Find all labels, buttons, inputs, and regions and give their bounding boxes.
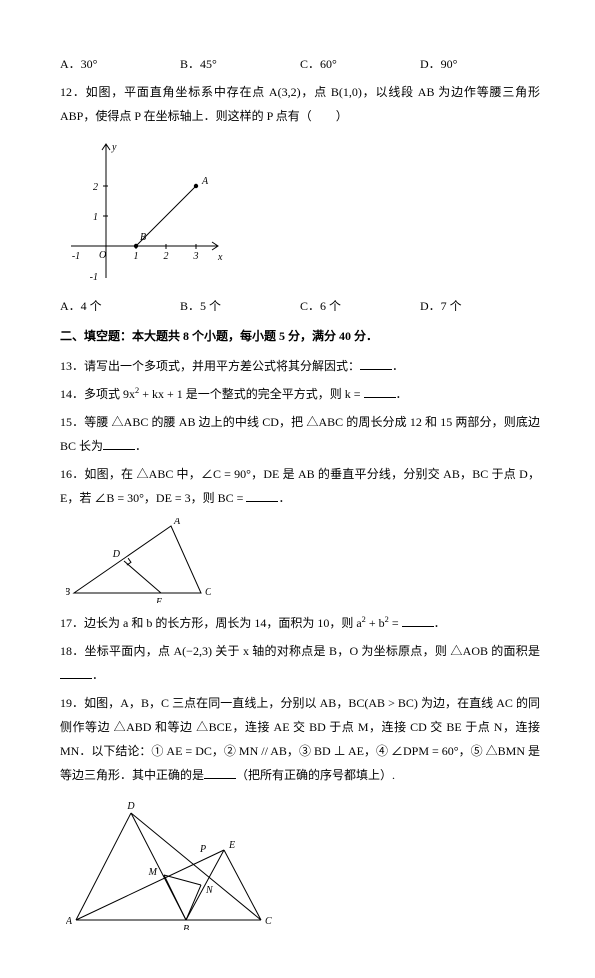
- q18-tail: ．: [92, 668, 104, 682]
- q18-blank: [60, 666, 92, 679]
- q13: 13．请写出一个多项式，并用平方差公式将其分解因式： ．: [60, 354, 540, 378]
- q18: 18．坐标平面内，点 A(−2,3) 关于 x 轴的对称点是 B，O 为坐标原点…: [60, 639, 540, 687]
- svg-text:P: P: [199, 844, 206, 855]
- q19-blank: [204, 766, 236, 779]
- q12-opt-d: D．7 个: [420, 294, 540, 318]
- q12-text: 12．如图，平面直角坐标系中存在点 A(3,2)，点 B(1,0)，以线段 AB…: [60, 80, 540, 128]
- q13-blank: [360, 357, 392, 370]
- q17-blank: [402, 614, 434, 627]
- svg-text:N: N: [205, 885, 214, 896]
- svg-text:B: B: [183, 924, 189, 930]
- q12-opt-b: B．5 个: [180, 294, 300, 318]
- opt-b: B．45°: [180, 52, 300, 76]
- q14-tail: ．: [396, 387, 408, 401]
- svg-text:E: E: [155, 597, 162, 603]
- svg-text:2: 2: [164, 251, 169, 262]
- q11-options: A．30° B．45° C．60° D．90°: [60, 52, 540, 76]
- svg-text:A: A: [201, 176, 209, 187]
- q16-diagram: B C A E D: [66, 518, 540, 603]
- svg-text:M: M: [148, 867, 158, 878]
- svg-text:3: 3: [193, 251, 199, 262]
- q16-blank: [246, 489, 278, 502]
- q19: 19．如图，A，B，C 三点在同一直线上，分别以 AB，BC(AB > BC) …: [60, 691, 540, 787]
- q14: 14．多项式 9x2 + kx + 1 是一个整式的完全平方式，则 k = ．: [60, 382, 540, 406]
- q14-blank: [364, 385, 396, 398]
- svg-text:x: x: [217, 252, 223, 263]
- q15-tail: ．: [135, 439, 147, 453]
- svg-text:A: A: [66, 916, 73, 927]
- svg-text:-1: -1: [72, 251, 80, 262]
- opt-c: C．60°: [300, 52, 420, 76]
- q19-diagram: ABCDEMNP: [66, 795, 540, 930]
- q17-pre: 17．边长为 a 和 b 的长方形，周长为 14，面积为 10，则 a: [60, 616, 362, 630]
- q18-pre: 18．坐标平面内，点 A(−2,3) 关于 x 轴的对称点是 B，O 为坐标原点…: [60, 644, 540, 658]
- section2-header: 二、填空题：本大题共 8 个小题，每小题 5 分，满分 40 分．: [60, 324, 540, 348]
- q13-tail: ．: [392, 359, 404, 373]
- svg-text:A: A: [173, 518, 181, 527]
- q17-mid: + b: [366, 616, 385, 630]
- q15-blank: [103, 437, 135, 450]
- q19-tail: （把所有正确的序号都填上）.: [236, 768, 395, 782]
- svg-text:B: B: [66, 587, 70, 598]
- q16-tail: ．: [278, 491, 290, 505]
- q13-text: 13．请写出一个多项式，并用平方差公式将其分解因式：: [60, 359, 360, 373]
- svg-text:C: C: [205, 587, 211, 598]
- q17-end: ．: [434, 616, 446, 630]
- q12-diagram: 12312-1-1OxyAB: [66, 136, 540, 286]
- svg-text:B: B: [140, 232, 146, 243]
- q17-tail: =: [389, 616, 402, 630]
- q16: 16．如图，在 △ABC 中，∠C = 90°，DE 是 AB 的垂直平分线，分…: [60, 462, 540, 510]
- q12-opt-a: A．4 个: [60, 294, 180, 318]
- q16-pre: 16．如图，在 △ABC 中，∠C = 90°，DE 是 AB 的垂直平分线，分…: [60, 467, 540, 505]
- opt-d: D．90°: [420, 52, 540, 76]
- svg-text:-1: -1: [90, 272, 98, 283]
- q17: 17．边长为 a 和 b 的长方形，周长为 14，面积为 10，则 a2 + b…: [60, 611, 540, 635]
- svg-text:2: 2: [93, 182, 98, 193]
- svg-text:1: 1: [134, 251, 139, 262]
- svg-text:1: 1: [93, 212, 98, 223]
- q14-mid: + kx + 1 是一个整式的完全平方式，则 k =: [139, 387, 363, 401]
- q15: 15．等腰 △ABC 的腰 AB 边上的中线 CD，把 △ABC 的周长分成 1…: [60, 410, 540, 458]
- opt-a: A．30°: [60, 52, 180, 76]
- q12-options: A．4 个 B．5 个 C．6 个 D．7 个: [60, 294, 540, 318]
- svg-text:y: y: [111, 142, 117, 153]
- svg-text:D: D: [112, 549, 121, 560]
- svg-text:O: O: [99, 250, 106, 261]
- svg-text:C: C: [265, 916, 272, 927]
- q12-opt-c: C．6 个: [300, 294, 420, 318]
- q14-pre: 14．多项式 9x: [60, 387, 135, 401]
- svg-text:D: D: [126, 801, 135, 812]
